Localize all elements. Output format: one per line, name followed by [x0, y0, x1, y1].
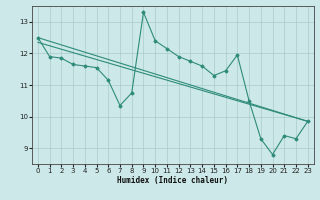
X-axis label: Humidex (Indice chaleur): Humidex (Indice chaleur)	[117, 176, 228, 185]
